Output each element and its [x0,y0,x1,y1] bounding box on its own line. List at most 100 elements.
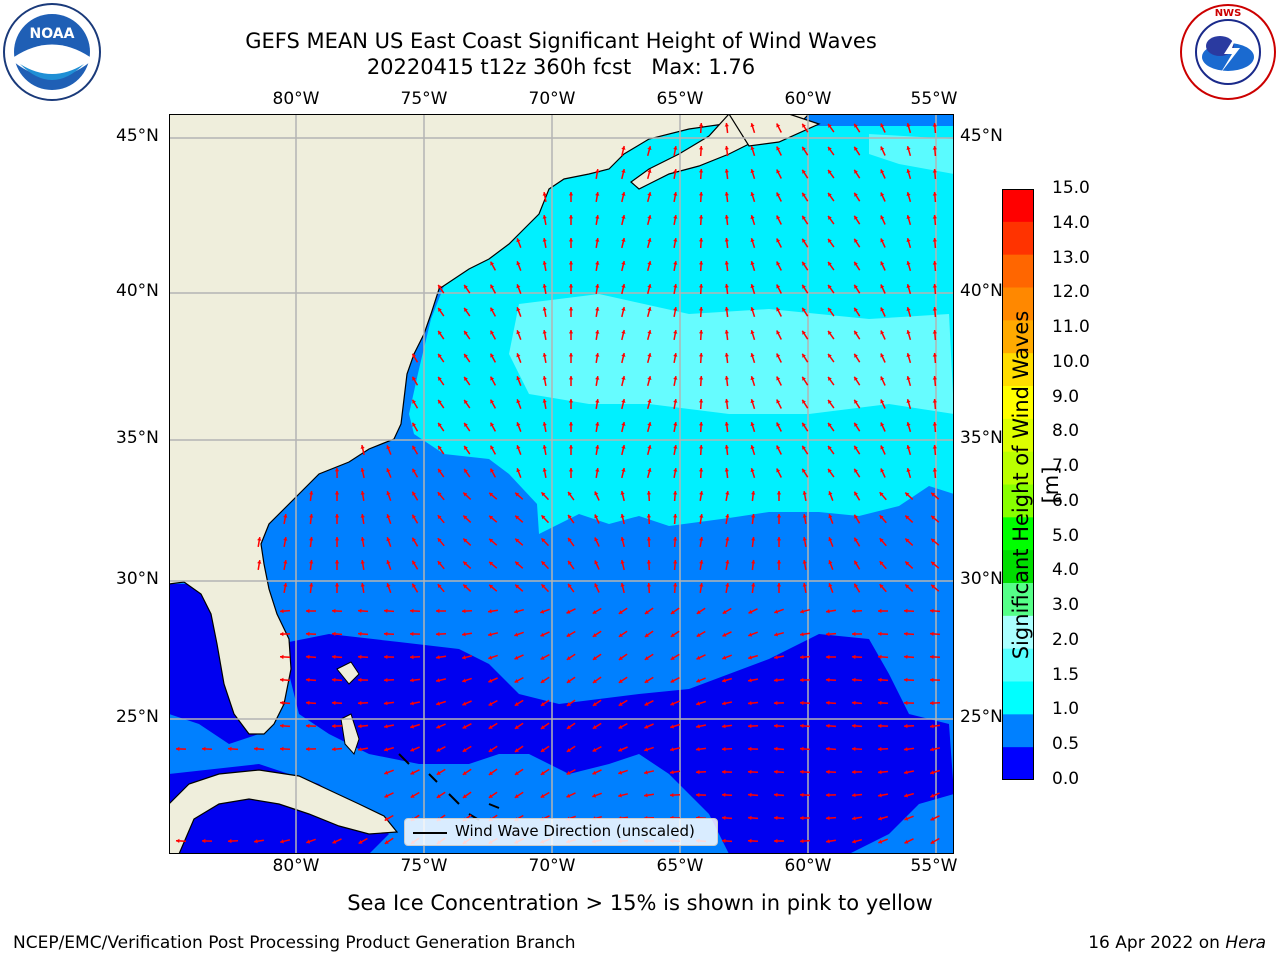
direction-arrow-head [514,702,519,706]
direction-arrow-head [906,146,911,150]
direction-arrow-head [932,468,937,472]
direction-arrow-head [463,515,468,520]
direction-arrow-head [514,748,519,752]
direction-arrow-head [722,769,726,775]
direction-arrow-head [618,633,623,637]
direction-arrow-head [592,633,597,637]
direction-arrow-head [542,376,547,380]
direction-arrow-head [828,238,832,243]
direction-arrow-head [750,445,755,450]
direction-arrow-head [490,261,495,266]
direction-arrow-head [932,422,937,426]
direction-arrow-head [594,560,599,565]
direction-arrow-head [826,677,830,683]
direction-arrow-head [595,376,600,380]
lon-label-top-60w: 60°W [784,89,832,109]
direction-arrow-head [283,514,288,518]
direction-arrow-head [776,192,781,197]
direction-arrow-head [774,655,778,660]
direction-arrow-head [462,632,466,637]
direction-arrow-head [647,261,652,265]
direction-arrow-head [699,261,704,265]
colorbar-segment [1002,615,1034,650]
direction-arrow-head [568,215,574,219]
direction-arrow-head [776,468,781,473]
direction-arrow-head [592,656,597,660]
direction-arrow-head [646,583,651,587]
direction-arrow-head [932,284,937,288]
direction-arrow-head [880,353,885,358]
footer-credit: NCEP/EMC/Verification Post Processing Pr… [13,933,576,953]
colorbar-tick-label: 5.0 [1052,525,1080,546]
direction-arrow-head [722,724,726,729]
direction-arrow-head [750,353,755,358]
direction-arrow-head [932,146,937,150]
direction-arrow-head [724,215,729,219]
chart-title: GEFS MEAN US East Coast Significant Heig… [245,29,877,53]
direction-arrow-head [489,492,494,497]
direction-arrow-head [932,445,937,449]
direction-arrow-head [776,215,781,220]
lat-label-left-35n: 35°N [116,428,159,448]
direction-arrow-head [410,631,414,637]
direction-arrow-head [750,399,755,404]
direction-arrow-head [673,491,678,495]
direction-arrow-head [540,632,545,637]
direction-arrow-head [880,376,885,381]
direction-arrow-head [283,537,288,541]
direction-arrow-head [751,583,756,587]
direction-arrow-head [621,192,626,196]
direction-arrow-head [906,422,911,426]
direction-arrow-head [880,261,885,266]
direction-arrow-head [540,793,545,798]
direction-arrow-head [800,655,804,660]
direction-arrow-head [776,583,782,587]
direction-arrow-head [618,610,623,614]
direction-arrow-head [540,702,545,706]
direction-arrow-head [828,445,832,450]
direction-arrow-head [699,123,704,127]
direction-arrow-head [410,678,414,683]
direction-arrow-head [854,215,858,220]
direction-arrow-head [462,609,466,614]
direction-arrow-head [828,261,832,266]
direction-arrow-head [670,793,674,798]
direction-arrow-head [306,608,310,614]
direction-arrow-head [878,608,882,614]
direction-arrow-head [358,631,362,636]
lat-label-right-45n: 45°N [960,126,1003,146]
direction-arrow-head [542,399,547,403]
direction-arrow-head [514,725,519,729]
direction-arrow-head [436,794,441,798]
direction-arrow-head [879,538,884,543]
colorbar-segment [1002,648,1034,682]
direction-arrow-head [514,632,519,637]
direction-arrow-head [647,353,652,357]
direction-arrow-head [673,353,678,357]
direction-arrow-head [880,169,885,174]
direction-arrow-head [826,746,830,751]
noaa-logo: NOAA [3,3,101,101]
direction-arrow-head [724,123,729,127]
direction-arrow-head [488,701,493,706]
legend-line [413,832,447,834]
direction-arrow-head [542,261,547,265]
lon-label-bottom-65w: 65°W [656,856,704,876]
direction-arrow-head [490,307,495,312]
direction-arrow-head [932,192,937,196]
direction-arrow-head [515,515,520,520]
direction-arrow-head [725,514,730,518]
lon-label-top-75w: 75°W [400,89,448,109]
direction-arrow-head [568,537,572,542]
direction-arrow-head [488,632,492,637]
direction-arrow-head [384,770,389,775]
chart-subtitle: 20220415 t12z 360h fcst Max: 1.76 [366,55,756,79]
direction-arrow-head [568,376,574,380]
direction-arrow-head [826,792,830,798]
direction-arrow-head [621,169,626,173]
direction-arrow-head [854,261,858,266]
direction-arrow-head [437,538,442,543]
direction-arrow-head [699,583,704,587]
direction-arrow-head [490,353,495,358]
direction-arrow-head [828,192,832,197]
